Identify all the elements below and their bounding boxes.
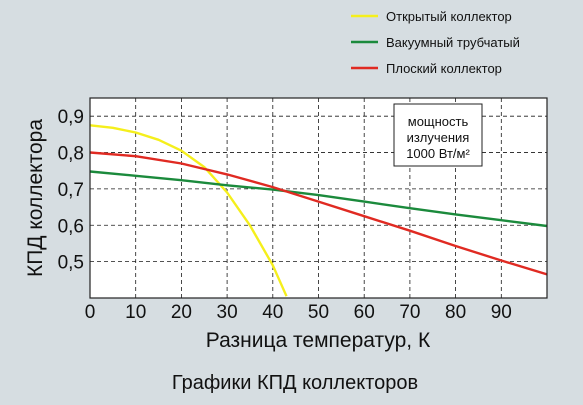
- y-tick-labels: 0,5 0,6 0,7 0,8 0,9: [58, 107, 84, 273]
- y-tick-label-3: 0,8: [58, 144, 84, 165]
- series-line-1: [90, 170, 547, 228]
- y-tick-label-1: 0,6: [58, 216, 84, 237]
- note-line-2: 1000 Вт/м²: [406, 146, 470, 161]
- legend-label-0: Открытый коллектор: [386, 9, 512, 24]
- y-tick-label-2: 0,7: [58, 180, 84, 201]
- note-line-1: излучения: [407, 130, 470, 145]
- x-tick-label-9: 90: [491, 302, 512, 323]
- x-tick-label-8: 80: [445, 302, 466, 323]
- y-tick-label-0: 0,5: [58, 253, 84, 274]
- series-line-2: [90, 151, 547, 276]
- chart-caption: Графики КПД коллекторов: [172, 372, 418, 394]
- y-axis-title: КПД коллектора: [24, 119, 47, 277]
- legend-label-1: Вакуумный трубчатый: [386, 35, 520, 50]
- note-box: [393, 103, 483, 167]
- plot-frame: [89, 97, 548, 299]
- note-line-0: мощность: [408, 114, 469, 129]
- note-text: мощность излучения 1000 Вт/м²: [406, 114, 470, 161]
- y-tick-label-4: 0,9: [58, 107, 84, 128]
- series-line-0: [90, 124, 288, 297]
- legend: Открытый коллектор Вакуумный трубчатый Пло…: [351, 9, 520, 76]
- x-tick-label-3: 30: [217, 302, 238, 323]
- x-axis-title: Разница температур, К: [206, 329, 431, 352]
- x-tick-label-5: 50: [308, 302, 329, 323]
- x-tick-label-4: 40: [262, 302, 283, 323]
- x-tick-labels: 0 10 20 30 40 50 60 70 80 90: [85, 302, 512, 323]
- x-tick-label-7: 70: [399, 302, 420, 323]
- x-tick-label-2: 20: [171, 302, 192, 323]
- legend-label-2: Плоский коллектор: [386, 61, 502, 76]
- x-tick-label-0: 0: [85, 302, 96, 323]
- x-tick-label-1: 10: [125, 302, 146, 323]
- series-group: [90, 124, 547, 297]
- x-tick-label-6: 60: [354, 302, 375, 323]
